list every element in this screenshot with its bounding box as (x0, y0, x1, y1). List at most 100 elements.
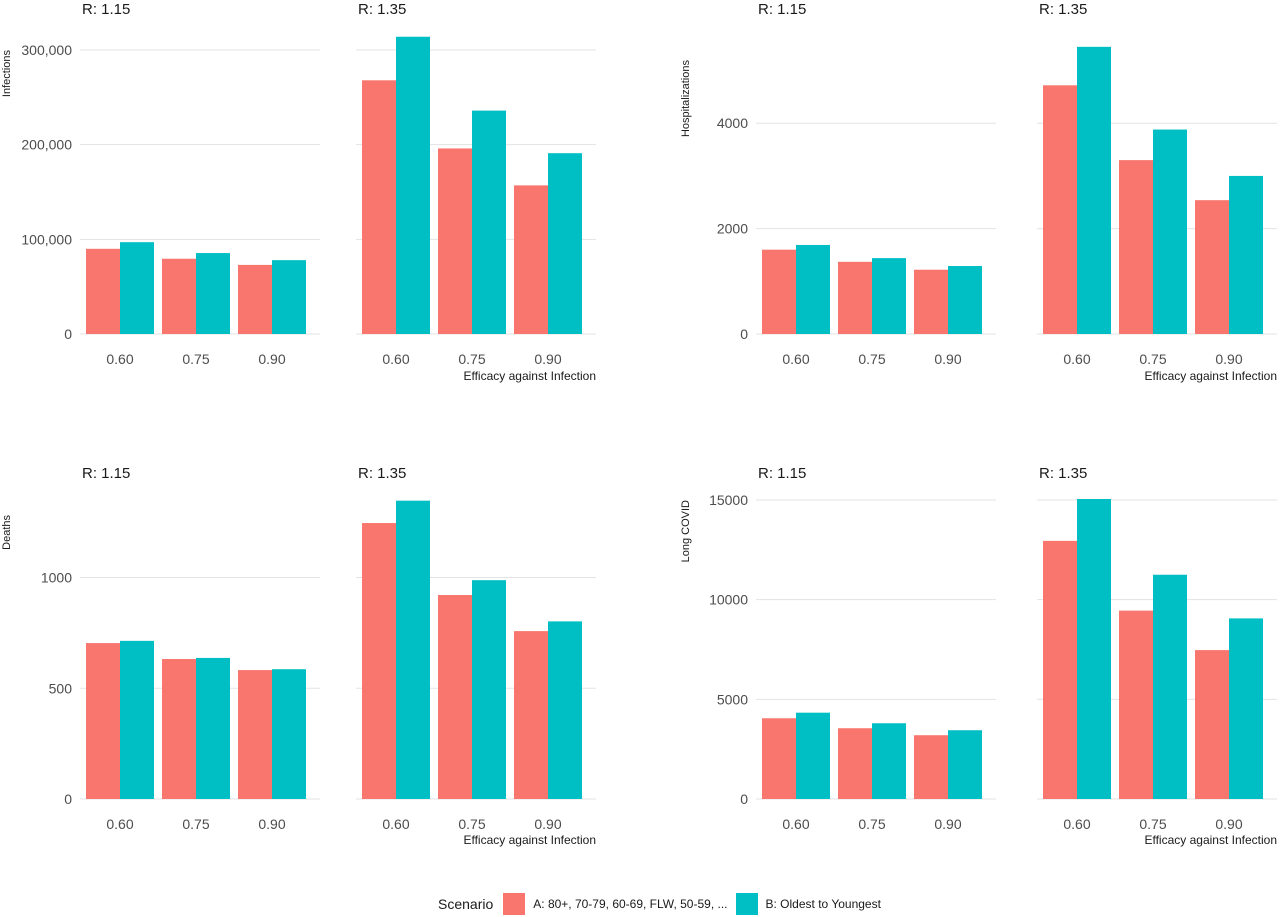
long-covid-y-axis-label: Long COVID (680, 500, 692, 562)
deaths-panel-2-strip-label: R: 1.35 (358, 465, 406, 482)
deaths-panel-1-bar-a-0.60 (86, 643, 120, 799)
infections-panel-2-x-tick-label: 0.75 (458, 351, 485, 367)
hospitalizations-panel-1-bar-a-0.75 (838, 261, 872, 334)
infections-y-tick-label: 0 (64, 326, 72, 342)
deaths-y-tick-label: 500 (49, 680, 73, 696)
hospitalizations-panel-1-x-tick-label: 0.75 (858, 351, 885, 367)
hospitalizations-panel-2-bar-a-0.75 (1119, 160, 1153, 334)
infections-panel-1-x-tick-label: 0.75 (182, 351, 209, 367)
deaths-panel-2-bar-b-0.60 (396, 500, 430, 799)
infections-x-axis-label: Efficacy against Infection (463, 369, 596, 383)
infections-panel-2-bar-a-0.75 (438, 148, 472, 334)
infections-panel-1-strip-label: R: 1.15 (82, 1, 130, 18)
long-covid-y-tick-label: 15000 (709, 492, 748, 508)
deaths-panel-1-strip-label: R: 1.15 (82, 465, 130, 482)
legend-title: Scenario (438, 896, 494, 912)
hospitalizations-y-tick-label: 2000 (717, 221, 748, 237)
long-covid-panel-2-bar-a-0.90 (1195, 650, 1229, 799)
deaths-y-tick-label: 1000 (41, 570, 72, 586)
long-covid-panel-1-bar-a-0.75 (838, 728, 872, 799)
legend-label-b: B: Oldest to Youngest (765, 897, 881, 911)
long-covid-panel-2-bar-b-0.60 (1077, 499, 1111, 799)
infections-panel-2-bar-b-0.90 (548, 153, 582, 334)
hospitalizations-panel-2-strip-label: R: 1.35 (1039, 1, 1087, 18)
infections-y-tick-label: 200,000 (21, 137, 72, 153)
long-covid-y-tick-label: 0 (740, 791, 748, 807)
hospitalizations-y-axis-label: Hospitalizations (680, 60, 692, 138)
infections-panel-2-x-tick-label: 0.60 (382, 351, 409, 367)
deaths-panel-2-bar-a-0.75 (438, 595, 472, 799)
deaths-panel-1-x-tick-label: 0.90 (258, 816, 285, 832)
legend-item-b: B: Oldest to Youngest (735, 893, 881, 915)
long-covid-panel-1-bar-b-0.90 (948, 730, 982, 799)
hospitalizations-panel-2-bar-a-0.90 (1195, 200, 1229, 334)
long-covid-panel-2-bar-a-0.75 (1119, 610, 1153, 799)
hospitalizations-panel-2-x-tick-label: 0.60 (1063, 351, 1090, 367)
hospitalizations-y-tick-label: 0 (740, 326, 748, 342)
deaths-panel-2-x-tick-label: 0.90 (534, 816, 561, 832)
deaths-y-tick-label: 0 (64, 791, 72, 807)
long-covid-panel-2-x-tick-label: 0.75 (1139, 816, 1166, 832)
long-covid-panel-1-bar-a-0.60 (762, 718, 796, 799)
deaths-panel-2-bar-a-0.90 (514, 631, 548, 799)
deaths-panel-1-bar-b-0.60 (120, 640, 154, 799)
deaths-panel-2-x-tick-label: 0.60 (382, 816, 409, 832)
infections-y-axis-label: Infections (1, 50, 13, 98)
hospitalizations-panel-1-x-tick-label: 0.60 (782, 351, 809, 367)
hospitalizations-panel-1-bar-a-0.60 (762, 249, 796, 334)
long-covid-x-axis-label: Efficacy against Infection (1144, 833, 1277, 847)
long-covid-panel-2-x-tick-label: 0.90 (1215, 816, 1242, 832)
hospitalizations-panel-2-bar-b-0.75 (1153, 129, 1187, 334)
long-covid-panel-2-strip-label: R: 1.35 (1039, 465, 1087, 482)
hospitalizations-panel-1-bar-b-0.60 (796, 244, 830, 334)
infections-panel-2-strip-label: R: 1.35 (358, 1, 406, 18)
legend-swatch-a (503, 893, 526, 915)
long-covid-panel-1-bar-a-0.90 (914, 735, 948, 799)
deaths-panel-1-bar-b-0.90 (272, 669, 306, 799)
long-covid-y-tick-label: 10000 (709, 592, 748, 608)
long-covid-panel-2-bar-b-0.90 (1229, 618, 1263, 799)
infections-panel-2-bar-b-0.60 (396, 36, 430, 334)
legend-label-a: A: 80+, 70-79, 60-69, FLW, 50-59, ... (533, 897, 728, 911)
long-covid-panel-2-x-tick-label: 0.60 (1063, 816, 1090, 832)
long-covid-panel-1-strip-label: R: 1.15 (758, 465, 806, 482)
infections-panel-2-bar-a-0.90 (514, 185, 548, 334)
deaths-panel-1-bar-a-0.90 (238, 670, 272, 799)
infections-y-tick-label: 100,000 (21, 231, 72, 247)
hospitalizations-y-tick-label: 4000 (717, 115, 748, 131)
deaths-x-axis-label: Efficacy against Infection (463, 833, 596, 847)
long-covid-panel-2-bar-a-0.60 (1043, 540, 1077, 799)
long-covid-panel-1-x-tick-label: 0.75 (858, 816, 885, 832)
infections-panel-1-bar-b-0.90 (272, 260, 306, 334)
infections-panel-1-x-tick-label: 0.90 (258, 351, 285, 367)
long-covid-panel-1-bar-b-0.75 (872, 723, 906, 799)
hospitalizations-panel-2-bar-a-0.60 (1043, 85, 1077, 335)
hospitalizations-panel-2-bar-b-0.60 (1077, 46, 1111, 334)
infections-panel-1-bar-b-0.60 (120, 242, 154, 334)
infections-panel-2-bar-b-0.75 (472, 110, 506, 334)
infections-panel-1-x-tick-label: 0.60 (106, 351, 133, 367)
infections-y-tick-label: 300,000 (21, 42, 72, 58)
legend-item-a: A: 80+, 70-79, 60-69, FLW, 50-59, ... (503, 893, 728, 915)
infections-panel-2-x-tick-label: 0.90 (534, 351, 561, 367)
deaths-panel-2-bar-b-0.75 (472, 580, 506, 799)
long-covid-panel-1-x-tick-label: 0.90 (934, 816, 961, 832)
infections-panel-1-bar-b-0.75 (196, 253, 230, 334)
hospitalizations-panel-2-bar-b-0.90 (1229, 175, 1263, 334)
deaths-panel-2-x-tick-label: 0.75 (458, 816, 485, 832)
hospitalizations-panel-2-x-tick-label: 0.90 (1215, 351, 1242, 367)
deaths-panel-1-x-tick-label: 0.75 (182, 816, 209, 832)
hospitalizations-panel-1-strip-label: R: 1.15 (758, 1, 806, 18)
long-covid-panel-1-bar-b-0.60 (796, 712, 830, 799)
deaths-panel-1-x-tick-label: 0.60 (106, 816, 133, 832)
deaths-panel-1-bar-a-0.75 (162, 659, 196, 799)
infections-panel-2-bar-a-0.60 (362, 80, 396, 334)
long-covid-panel-1-x-tick-label: 0.60 (782, 816, 809, 832)
long-covid-y-tick-label: 5000 (717, 691, 748, 707)
deaths-panel-2-bar-a-0.60 (362, 523, 396, 799)
hospitalizations-panel-2-x-tick-label: 0.75 (1139, 351, 1166, 367)
deaths-y-axis-label: Deaths (1, 515, 13, 550)
infections-panel-1-bar-a-0.75 (162, 258, 196, 334)
hospitalizations-panel-1-x-tick-label: 0.90 (934, 351, 961, 367)
